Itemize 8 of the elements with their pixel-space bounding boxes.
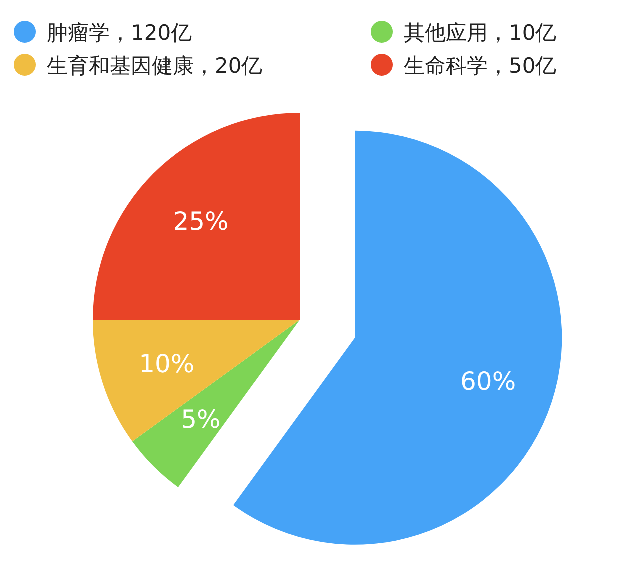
data-label: 10% — [139, 349, 195, 378]
legend-label: 生命科学，50亿 — [404, 54, 557, 78]
data-label: 5% — [181, 404, 221, 434]
legend-label: 其他应用，10亿 — [404, 21, 557, 45]
legend-label: 肿瘤学，120亿 — [47, 21, 192, 45]
legend-label: 生育和基因健康，20亿 — [47, 54, 263, 78]
data-label: 60% — [460, 367, 516, 396]
data-label: 25% — [173, 207, 229, 236]
